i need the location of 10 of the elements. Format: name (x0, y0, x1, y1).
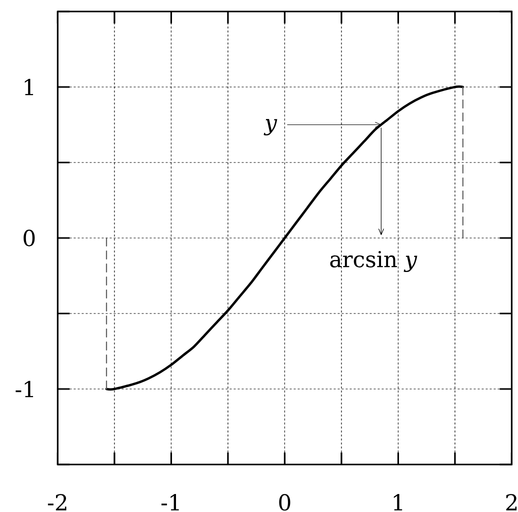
y-tick-label: 1 (24, 78, 34, 96)
x-tick-label: -1 (161, 494, 179, 510)
x-tick-label: 2 (506, 494, 517, 510)
y-tick-label: 0 (24, 230, 35, 246)
x-tick-label: 0 (279, 494, 290, 511)
y-tick-label: -1 (16, 380, 34, 398)
x-tick-label: -2 (48, 494, 66, 510)
annotation: arcsin y (330, 250, 418, 272)
annotation: y (264, 119, 278, 136)
x-tick-label: 1 (394, 494, 402, 510)
